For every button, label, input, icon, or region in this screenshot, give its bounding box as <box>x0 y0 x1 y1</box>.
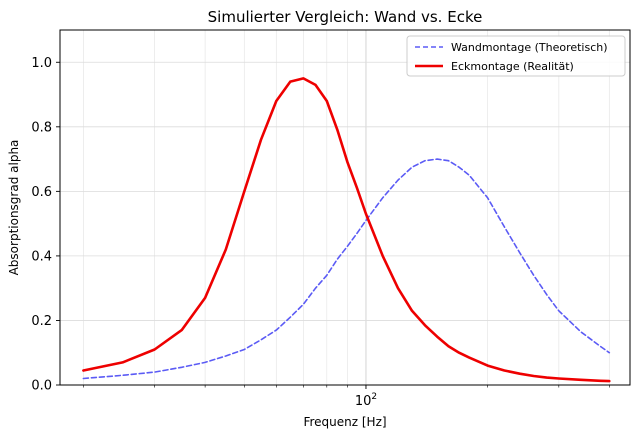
y-axis-label: Absorptionsgrad alpha <box>7 140 21 276</box>
axis-ticks: 0.0 0.2 0.4 0.6 0.8 1.0 102 <box>31 56 610 409</box>
x-axis-label: Frequenz [Hz] <box>303 415 386 429</box>
grid <box>60 30 630 386</box>
x-tick-label-exponent: 2 <box>371 392 377 402</box>
y-tick-label: 0.2 <box>31 314 52 329</box>
legend-label-eckmontage: Eckmontage (Realität) <box>451 60 574 73</box>
series-line-0 <box>82 158 611 380</box>
legend: Wandmontage (Theoretisch) Eckmontage (Re… <box>406 35 626 77</box>
y-tick-label: 0.0 <box>31 379 52 394</box>
y-tick-label: 1.0 <box>31 56 52 71</box>
y-tick-label: 0.8 <box>31 120 52 135</box>
legend-box <box>406 35 626 77</box>
x-tick-label-base: 10 <box>355 394 372 409</box>
series-line-1 <box>82 77 611 383</box>
plot-frame <box>59 29 631 386</box>
chart-title: Simulierter Vergleich: Wand vs. Ecke <box>208 8 483 26</box>
legend-label-wandmontage: Wandmontage (Theoretisch) <box>451 41 608 54</box>
y-tick-label: 0.4 <box>31 249 52 264</box>
x-tick-label: 102 <box>355 392 377 409</box>
y-tick-label: 0.6 <box>31 185 52 200</box>
series-layer <box>82 77 611 383</box>
